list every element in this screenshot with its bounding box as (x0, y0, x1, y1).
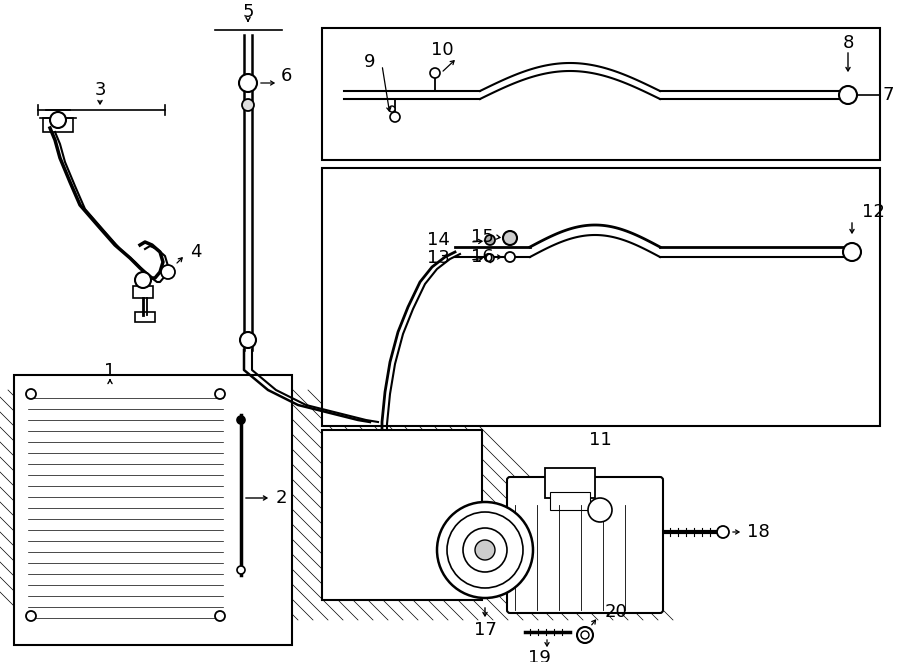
Text: 6: 6 (281, 67, 292, 85)
Text: 3: 3 (94, 81, 106, 99)
Circle shape (237, 416, 245, 424)
Text: 2: 2 (276, 489, 287, 507)
Circle shape (437, 502, 533, 598)
Circle shape (843, 243, 861, 261)
Text: 19: 19 (527, 649, 551, 662)
Bar (135, 312, 155, 322)
Bar (322, 28, 880, 160)
FancyBboxPatch shape (507, 477, 663, 613)
Circle shape (447, 512, 523, 588)
Circle shape (588, 498, 612, 522)
Bar (133, 286, 153, 298)
Circle shape (237, 566, 245, 574)
Bar (28, 390, 223, 620)
Circle shape (390, 112, 400, 122)
Text: 4: 4 (190, 243, 202, 261)
Bar (237, 577, 245, 585)
Circle shape (486, 254, 494, 262)
Text: 8: 8 (842, 34, 854, 52)
Circle shape (503, 231, 517, 245)
Text: 5: 5 (242, 3, 254, 21)
Circle shape (463, 528, 507, 572)
Text: 20: 20 (605, 603, 628, 621)
Circle shape (430, 68, 440, 78)
Text: 16: 16 (472, 248, 494, 266)
Bar (322, 430, 482, 600)
Bar (14, 375, 292, 645)
Circle shape (239, 74, 257, 92)
Text: 14: 14 (428, 231, 450, 249)
Bar (322, 168, 880, 426)
Text: 1: 1 (104, 362, 116, 380)
Circle shape (505, 252, 515, 262)
Circle shape (485, 235, 495, 245)
Text: 9: 9 (364, 53, 376, 71)
Circle shape (717, 526, 729, 538)
Text: 11: 11 (589, 431, 611, 449)
Circle shape (26, 389, 36, 399)
Circle shape (240, 332, 256, 348)
Text: 12: 12 (862, 203, 885, 221)
Circle shape (581, 631, 589, 639)
Bar (550, 492, 590, 510)
Circle shape (839, 86, 857, 104)
Text: 18: 18 (747, 523, 770, 541)
Text: 7: 7 (883, 86, 895, 104)
Circle shape (161, 265, 175, 279)
Text: 10: 10 (431, 41, 454, 59)
Bar (338, 83, 344, 107)
Circle shape (577, 627, 593, 643)
Text: 15: 15 (471, 228, 494, 246)
Circle shape (475, 540, 495, 560)
Circle shape (215, 389, 225, 399)
Circle shape (215, 611, 225, 621)
Text: 13: 13 (428, 249, 450, 267)
Circle shape (135, 272, 151, 288)
Circle shape (26, 611, 36, 621)
Bar (43, 118, 73, 132)
Circle shape (50, 112, 66, 128)
Circle shape (242, 99, 254, 111)
Text: 17: 17 (473, 621, 497, 639)
Bar (545, 468, 595, 498)
Circle shape (389, 106, 395, 112)
